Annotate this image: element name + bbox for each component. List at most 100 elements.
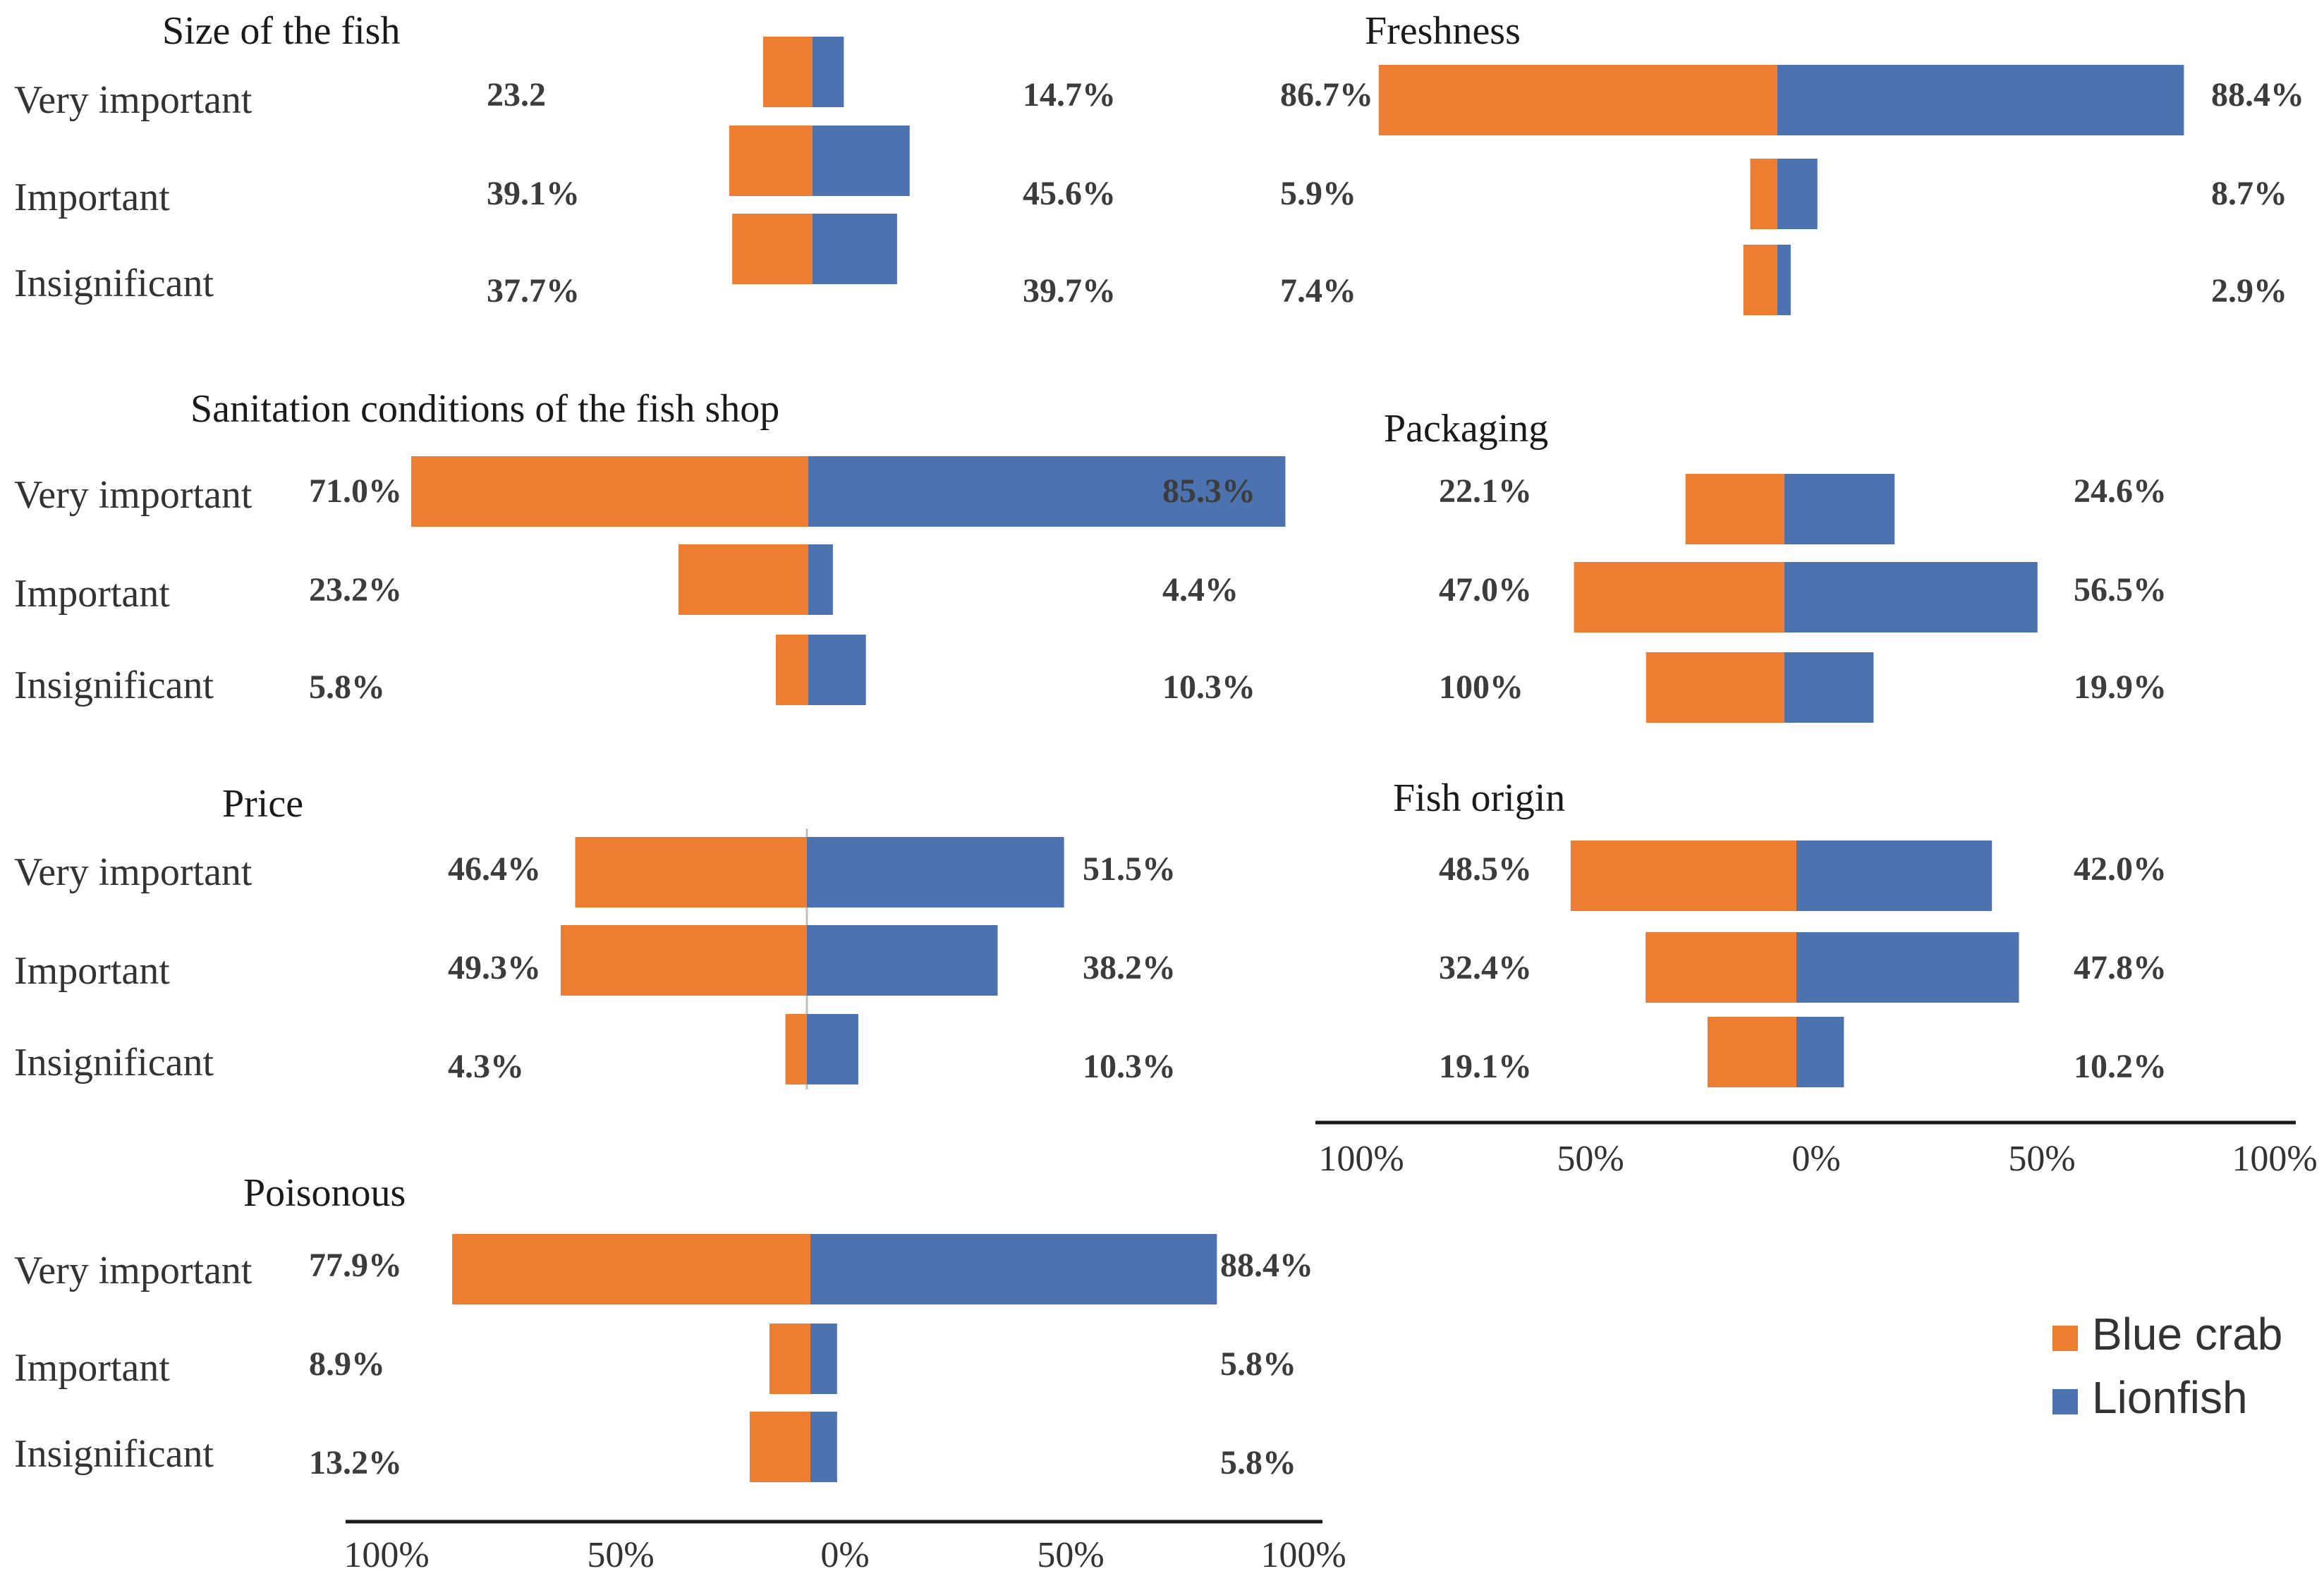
- value-label-freshness-insignificant-lionfish: 2.9%: [2211, 272, 2287, 310]
- value-label-size-of-the-fish-very-important-lionfish: 14.7%: [1023, 76, 1116, 114]
- value-label-packaging-important-blue-crab: 47.0%: [1439, 571, 1532, 609]
- bar-sanitation-conditions-of-the-fish-shop-important-lionfish: [808, 544, 833, 615]
- value-label-poisonous-important-lionfish: 5.8%: [1220, 1345, 1296, 1383]
- bar-price-important-lionfish: [807, 925, 998, 996]
- bar-poisonous-very-important-blue-crab: [452, 1234, 810, 1304]
- value-label-packaging-insignificant-blue-crab: 100%: [1439, 668, 1523, 706]
- bar-poisonous-important-lionfish: [810, 1324, 837, 1394]
- x-tick-label-2-2: 50%: [587, 1535, 654, 1575]
- value-label-packaging-very-important-blue-crab: 22.1%: [1439, 472, 1532, 510]
- value-label-freshness-important-blue-crab: 5.9%: [1280, 175, 1356, 212]
- x-tick-label-1-3: 0%: [1791, 1139, 1840, 1179]
- value-label-sanitation-conditions-of-the-fish-shop-insignificant-lionfish: 10.3%: [1162, 668, 1255, 706]
- panel-title-sanitation-conditions-of-the-fish-shop: Sanitation conditions of the fish shop: [190, 387, 779, 431]
- bar-sanitation-conditions-of-the-fish-shop-insignificant-lionfish: [808, 635, 866, 705]
- value-label-price-very-important-blue-crab: 46.4%: [448, 850, 541, 888]
- value-label-sanitation-conditions-of-the-fish-shop-insignificant-blue-crab: 5.8%: [309, 668, 385, 706]
- panel-title-price: Price: [222, 782, 303, 826]
- value-label-size-of-the-fish-important-blue-crab: 39.1%: [487, 175, 580, 212]
- bar-price-important-blue-crab: [560, 925, 807, 996]
- value-label-size-of-the-fish-insignificant-blue-crab: 37.7%: [487, 272, 580, 310]
- value-label-poisonous-important-blue-crab: 8.9%: [309, 1345, 385, 1383]
- bar-fish-origin-very-important-blue-crab: [1570, 841, 1796, 911]
- value-label-poisonous-insignificant-blue-crab: 13.2%: [309, 1444, 402, 1481]
- x-tick-label-1-5: 100%: [2232, 1139, 2317, 1179]
- bar-price-insignificant-blue-crab: [785, 1014, 807, 1084]
- row-label-price-very-important: Very important: [14, 850, 253, 894]
- bar-sanitation-conditions-of-the-fish-shop-important-blue-crab: [679, 544, 808, 615]
- row-label-poisonous-very-important: Very important: [14, 1249, 253, 1292]
- x-tick-label-1-4: 50%: [2008, 1139, 2075, 1179]
- value-label-price-insignificant-blue-crab: 4.3%: [448, 1048, 524, 1085]
- value-label-price-important-lionfish: 38.2%: [1083, 949, 1176, 986]
- value-label-price-very-important-lionfish: 51.5%: [1083, 850, 1176, 888]
- panel-title-packaging: Packaging: [1384, 407, 1548, 451]
- value-label-sanitation-conditions-of-the-fish-shop-very-important-lionfish: 85.3%: [1162, 472, 1255, 510]
- bar-size-of-the-fish-important-blue-crab: [729, 126, 813, 196]
- value-label-price-important-blue-crab: 49.3%: [448, 949, 541, 986]
- bar-price-insignificant-lionfish: [807, 1014, 858, 1084]
- value-label-sanitation-conditions-of-the-fish-shop-very-important-blue-crab: 71.0%: [309, 472, 402, 510]
- bar-packaging-insignificant-lionfish: [1784, 652, 1874, 723]
- bar-sanitation-conditions-of-the-fish-shop-very-important-blue-crab: [410, 456, 808, 527]
- bar-poisonous-insignificant-lionfish: [810, 1412, 837, 1482]
- bar-packaging-insignificant-blue-crab: [1645, 652, 1784, 723]
- bar-freshness-important-blue-crab: [1750, 159, 1777, 229]
- x-tick-label-2-1: 100%: [343, 1535, 429, 1575]
- value-label-fish-origin-important-lionfish: 47.8%: [2074, 949, 2167, 986]
- bar-fish-origin-important-blue-crab: [1645, 932, 1796, 1003]
- bar-fish-origin-insignificant-lionfish: [1796, 1017, 1844, 1087]
- bar-sanitation-conditions-of-the-fish-shop-insignificant-blue-crab: [776, 635, 808, 705]
- value-label-fish-origin-insignificant-blue-crab: 19.1%: [1439, 1048, 1532, 1085]
- row-label-size-of-the-fish-very-important: Very important: [14, 78, 253, 122]
- x-tick-label-1-1: 100%: [1318, 1139, 1404, 1179]
- x-tick-label-1-2: 50%: [1557, 1139, 1624, 1179]
- value-label-fish-origin-very-important-blue-crab: 48.5%: [1439, 850, 1532, 888]
- bar-packaging-important-lionfish: [1784, 562, 2038, 632]
- row-label-poisonous-important: Important: [14, 1346, 170, 1390]
- bar-size-of-the-fish-insignificant-lionfish: [813, 214, 897, 284]
- bar-fish-origin-insignificant-blue-crab: [1707, 1017, 1796, 1087]
- bar-freshness-very-important-lionfish: [1777, 65, 2184, 135]
- value-label-freshness-very-important-blue-crab: 86.7%: [1280, 76, 1373, 114]
- value-label-fish-origin-important-blue-crab: 32.4%: [1439, 949, 1532, 986]
- panel-title-poisonous: Poisonous: [243, 1171, 406, 1215]
- value-label-size-of-the-fish-insignificant-lionfish: 39.7%: [1023, 272, 1116, 310]
- bar-freshness-insignificant-lionfish: [1777, 245, 1791, 315]
- row-label-sanitation-conditions-of-the-fish-shop-very-important: Very important: [14, 473, 253, 517]
- x-tick-label-2-5: 100%: [1260, 1535, 1346, 1575]
- bar-fish-origin-important-lionfish: [1796, 932, 2019, 1003]
- legend-swatch-blue-crab: [2052, 1326, 2078, 1351]
- bar-packaging-important-blue-crab: [1574, 562, 1784, 632]
- bar-fish-origin-very-important-lionfish: [1796, 841, 1993, 911]
- x-tick-label-2-3: 0%: [820, 1535, 869, 1575]
- value-label-sanitation-conditions-of-the-fish-shop-important-lionfish: 4.4%: [1162, 571, 1239, 609]
- row-label-sanitation-conditions-of-the-fish-shop-insignificant: Insignificant: [14, 664, 214, 707]
- bar-freshness-very-important-blue-crab: [1378, 65, 1777, 135]
- bar-size-of-the-fish-very-important-lionfish: [813, 37, 844, 107]
- value-label-packaging-insignificant-lionfish: 19.9%: [2074, 668, 2167, 706]
- row-label-poisonous-insignificant: Insignificant: [14, 1432, 214, 1476]
- legend-label-blue-crab: Blue crab: [2092, 1309, 2282, 1359]
- bar-packaging-very-important-lionfish: [1784, 474, 1895, 544]
- legend-label-lionfish: Lionfish: [2092, 1372, 2248, 1423]
- value-label-packaging-very-important-lionfish: 24.6%: [2074, 472, 2167, 510]
- row-label-sanitation-conditions-of-the-fish-shop-important: Important: [14, 572, 170, 616]
- value-label-packaging-important-lionfish: 56.5%: [2074, 571, 2167, 609]
- bar-poisonous-insignificant-blue-crab: [749, 1412, 810, 1482]
- row-label-price-important: Important: [14, 949, 170, 993]
- value-label-size-of-the-fish-very-important-blue-crab: 23.2: [487, 76, 546, 114]
- bar-sanitation-conditions-of-the-fish-shop-very-important-lionfish: [808, 456, 1286, 527]
- bar-size-of-the-fish-important-lionfish: [813, 126, 910, 196]
- row-label-price-insignificant: Insignificant: [14, 1041, 214, 1084]
- panel-title-fish-origin: Fish origin: [1393, 776, 1565, 820]
- value-label-poisonous-very-important-lionfish: 88.4%: [1220, 1247, 1313, 1284]
- bar-price-very-important-blue-crab: [575, 837, 807, 907]
- panel-title-freshness: Freshness: [1365, 9, 1521, 53]
- value-label-freshness-insignificant-blue-crab: 7.4%: [1280, 272, 1356, 310]
- row-label-size-of-the-fish-insignificant: Insignificant: [14, 262, 214, 305]
- value-label-poisonous-very-important-blue-crab: 77.9%: [309, 1247, 402, 1284]
- value-label-price-insignificant-lionfish: 10.3%: [1083, 1048, 1176, 1085]
